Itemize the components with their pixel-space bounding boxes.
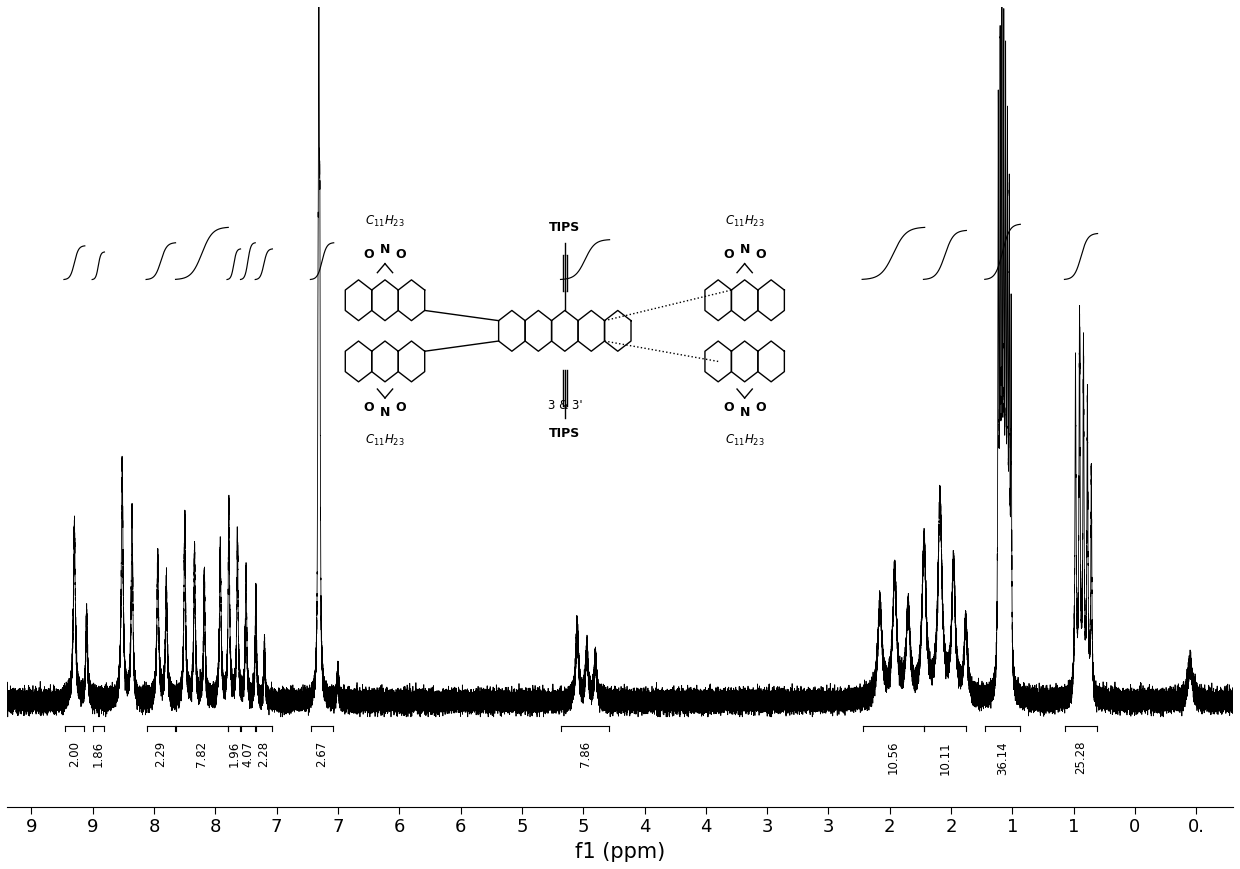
Text: 7.86: 7.86 bbox=[579, 741, 591, 767]
Text: 2.28: 2.28 bbox=[258, 741, 270, 767]
Text: 2.67: 2.67 bbox=[315, 741, 329, 767]
Text: 2.00: 2.00 bbox=[68, 741, 81, 767]
Text: 10.56: 10.56 bbox=[887, 741, 900, 774]
Text: 25.28: 25.28 bbox=[1075, 741, 1087, 774]
Text: 1.96: 1.96 bbox=[227, 741, 241, 767]
X-axis label: f1 (ppm): f1 (ppm) bbox=[575, 842, 665, 862]
Text: 2.29: 2.29 bbox=[154, 741, 167, 767]
Text: 10.11: 10.11 bbox=[939, 741, 951, 774]
Text: 7.82: 7.82 bbox=[196, 741, 208, 767]
Text: 36.14: 36.14 bbox=[996, 741, 1009, 774]
Text: 1.86: 1.86 bbox=[92, 741, 105, 767]
Text: 4.07: 4.07 bbox=[242, 741, 254, 767]
